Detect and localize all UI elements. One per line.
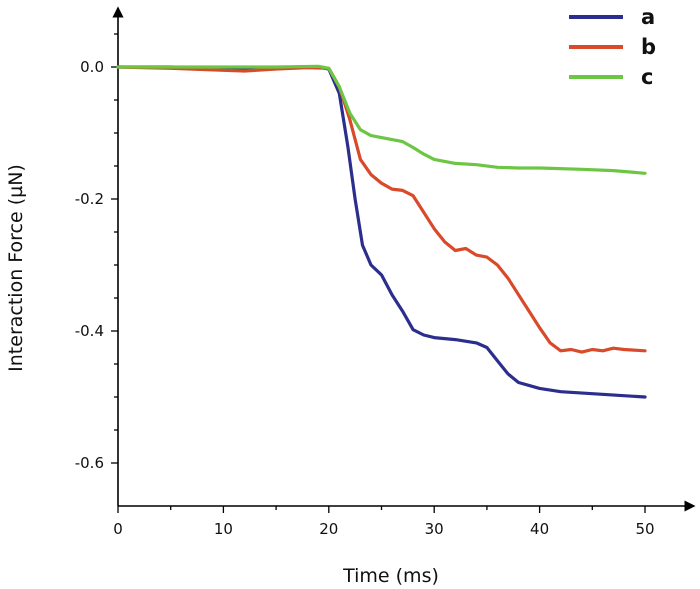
series-a-line: [116, 65, 647, 399]
x-tick-label: 50: [635, 520, 654, 538]
x-tick-label: 0: [113, 520, 123, 538]
y-axis-title: Interaction Force (µN): [5, 164, 27, 372]
series-b-line: [116, 65, 647, 354]
x-tick-label: 40: [530, 520, 549, 538]
y-tick-label: 0.0: [80, 58, 104, 76]
y-tick-label: -0.4: [75, 322, 104, 340]
legend: abc: [569, 5, 656, 89]
x-ticks: 0 10 20 30 40 50: [113, 506, 655, 538]
series-c-line: [116, 64, 647, 175]
x-tick-label: 10: [214, 520, 233, 538]
series-group: [116, 64, 647, 399]
y-ticks: 0.0 -0.2 -0.4 -0.6: [75, 33, 118, 472]
x-axis-title: Time (ms): [342, 565, 439, 587]
x-tick-label: 30: [425, 520, 444, 538]
legend-label-b: b: [641, 35, 656, 59]
x-tick-label: 20: [319, 520, 338, 538]
legend-label-c: c: [641, 65, 653, 89]
y-tick-label: -0.6: [75, 454, 104, 472]
y-tick-label: -0.2: [75, 190, 104, 208]
legend-label-a: a: [641, 5, 655, 29]
